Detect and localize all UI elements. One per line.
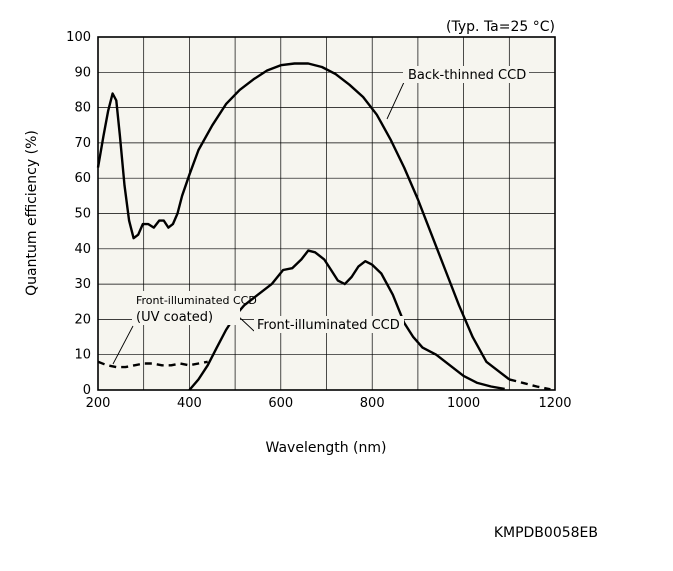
y-tick-label: 10: [74, 348, 91, 363]
annotation-front-uv: Front-illuminated CCD (UV coated): [112, 291, 257, 365]
x-tick-label: 400: [177, 396, 202, 411]
annotation-front-uv-bg: [132, 291, 240, 325]
x-tick-label: 200: [86, 396, 111, 411]
annotation-front-illuminated-bg: [254, 316, 404, 333]
leader-front-uv: [112, 325, 134, 365]
tick-labels: 200 400 600 800 1000 1200 0 10 20 30 40 50 60 70 80 90 1…: [66, 30, 571, 411]
x-tick-label: 600: [268, 396, 293, 411]
annotation-front-illuminated-label: Front-illuminated CCD: [257, 318, 400, 333]
x-tick-label: 800: [360, 396, 385, 411]
x-tick-label: 1000: [447, 396, 480, 411]
annotation-front-illuminated: Front-illuminated CCD: [237, 315, 404, 333]
x-tick-label: 1200: [538, 396, 571, 411]
x-axis-label: Wavelength (nm): [266, 440, 387, 456]
y-tick-label: 90: [74, 65, 91, 80]
document-code: KMPDB0058EB: [494, 525, 598, 541]
y-tick-label: 30: [74, 277, 91, 292]
condition-note: (Typ. Ta=25 °C): [446, 19, 555, 35]
y-tick-label: 80: [74, 101, 91, 116]
annotation-front-uv-line2: (UV coated): [136, 310, 213, 325]
series-line-0: [96, 62, 511, 381]
y-tick-label: 50: [74, 207, 91, 222]
y-tick-label: 40: [74, 242, 91, 257]
annotation-back-thinned-label: Back-thinned CCD: [408, 68, 526, 83]
leader-back-thinned: [386, 79, 406, 120]
y-tick-label: 60: [74, 171, 91, 186]
y-tick-label: 100: [66, 30, 91, 45]
annotation-front-uv-line1: Front-illuminated CCD: [136, 294, 257, 307]
y-tick-label: 0: [83, 383, 91, 398]
y-tick-label: 20: [74, 312, 91, 327]
y-axis-label: Quantum efficiency (%): [24, 130, 40, 296]
annotation-back-thinned: Back-thinned CCD: [386, 66, 529, 120]
annotation-back-thinned-bg: [403, 66, 529, 83]
y-tick-label: 70: [74, 136, 91, 151]
leader-front-illuminated: [237, 315, 255, 332]
